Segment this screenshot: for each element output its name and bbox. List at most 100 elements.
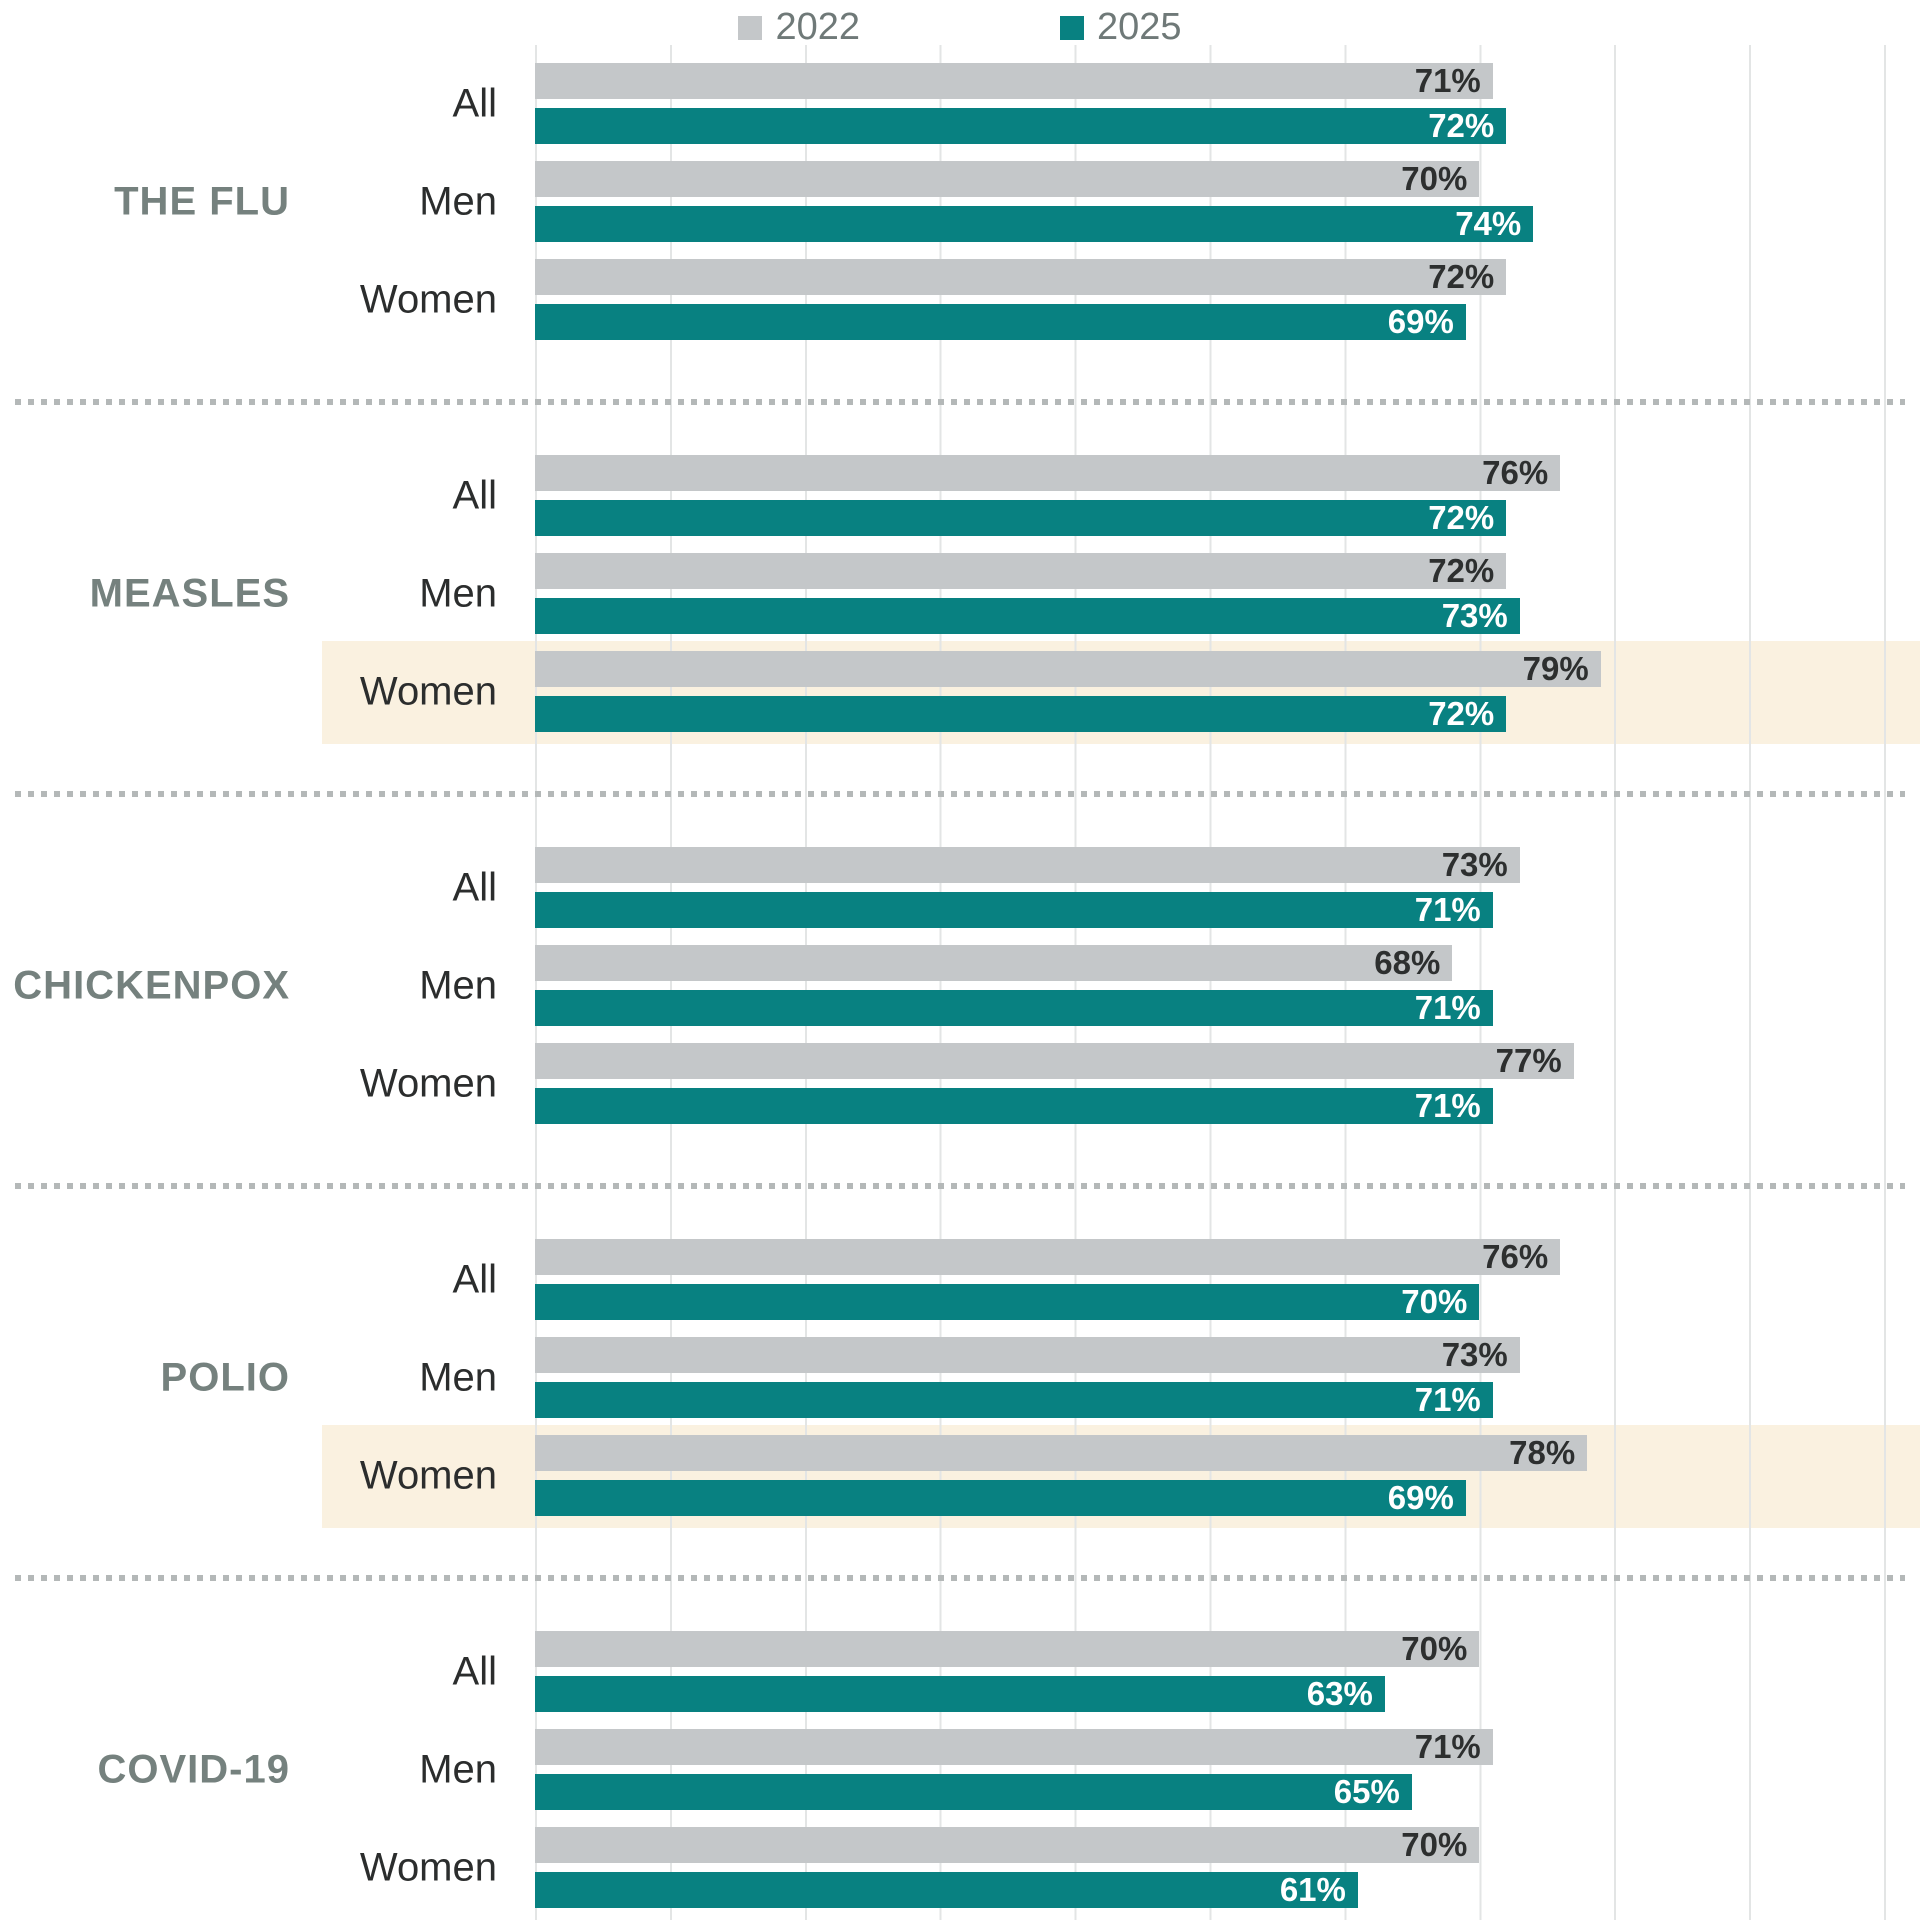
chart-section: CHICKENPOX All 73% 71% Men 68% 71% Women 77% 71% [0,846,1920,1124]
bar-value-label: 72% [1428,499,1495,536]
bar-pair: 73% 71% [535,1336,1884,1418]
bar-value-label: 72% [1428,258,1495,295]
legend-item-2022: 2022 [738,6,860,49]
bar-2025: 61% [535,1871,1358,1908]
bar-value-label: 70% [1401,160,1468,197]
bar-2025: 71% [535,989,1493,1026]
bar-value-label: 69% [1387,303,1454,340]
bar-2025: 72% [535,107,1507,144]
bar-track: 61% [535,1871,1884,1908]
row-label: Women [359,1453,497,1497]
bar-value-label: 78% [1509,1434,1576,1471]
chart-sections: THE FLU All 71% 72% Men 70% 74% Women 72% 69% MEAS… [0,62,1920,1908]
row-group: Men 73% 71% [0,1336,1920,1418]
row-group: All 76% 72% [0,454,1920,536]
bar-track: 73% [535,1336,1884,1373]
bar-track: 72% [535,695,1884,732]
row-group: Women 77% 71% [0,1042,1920,1124]
bar-track: 68% [535,944,1884,981]
row-label: Men [419,571,497,615]
bar-value-label: 69% [1387,1479,1454,1516]
bar-value-label: 72% [1428,107,1495,144]
bar-track: 70% [535,1283,1884,1320]
bar-track: 70% [535,1826,1884,1863]
bar-2025: 71% [535,891,1493,928]
legend: 2022 2025 [0,6,1920,49]
bar-2025: 72% [535,695,1507,732]
row-label: Women [359,1061,497,1105]
bar-track: 76% [535,454,1884,491]
bar-pair: 78% 69% [535,1434,1884,1516]
bar-value-label: 73% [1441,1336,1508,1373]
bar-2025: 70% [535,1283,1480,1320]
bar-pair: 70% 63% [535,1630,1884,1712]
legend-label-2025: 2025 [1097,6,1182,48]
row-group: Men 71% 65% [0,1728,1920,1810]
bar-value-label: 70% [1401,1630,1468,1667]
legend-swatch-2025 [1060,15,1084,40]
bar-track: 70% [535,160,1884,197]
bar-value-label: 71% [1414,1728,1481,1765]
bar-value-label: 71% [1414,1087,1481,1124]
bar-value-label: 71% [1414,989,1481,1026]
section-label: THE FLU [114,179,290,223]
bar-track: 72% [535,552,1884,589]
bar-2025: 71% [535,1087,1493,1124]
bar-track: 77% [535,1042,1884,1079]
bar-value-label: 71% [1414,1381,1481,1418]
row-group: All 73% 71% [0,846,1920,928]
row-label: Women [359,1845,497,1889]
chart-section: THE FLU All 71% 72% Men 70% 74% Women 72% 69% [0,62,1920,340]
bar-track: 73% [535,846,1884,883]
bar-track: 71% [535,1381,1884,1418]
bar-2022: 72% [535,258,1507,295]
bar-2022: 79% [535,650,1601,687]
bar-value-label: 72% [1428,695,1495,732]
row-label: All [452,81,497,125]
bar-track: 71% [535,62,1884,99]
bar-2025: 74% [535,205,1534,242]
bar-value-label: 71% [1414,891,1481,928]
bar-2025: 65% [535,1773,1412,1810]
bar-value-label: 71% [1414,62,1481,99]
bar-2022: 77% [535,1042,1574,1079]
bar-track: 78% [535,1434,1884,1471]
bar-value-label: 65% [1333,1773,1400,1810]
gridlines [535,45,1886,1920]
bar-track: 72% [535,258,1884,295]
section-label: COVID-19 [97,1747,290,1791]
bar-track: 74% [535,205,1884,242]
bar-value-label: 68% [1374,944,1441,981]
bar-pair: 70% 74% [535,160,1884,242]
bar-value-label: 70% [1401,1826,1468,1863]
bar-value-label: 73% [1441,597,1508,634]
bar-2022: 78% [535,1434,1588,1471]
chart-section: COVID-19 All 70% 63% Men 71% 65% Women 70% 61% [0,1630,1920,1908]
bar-2025: 69% [535,1479,1466,1516]
bar-2025: 69% [535,303,1466,340]
bar-value-label: 72% [1428,552,1495,589]
bar-track: 71% [535,1728,1884,1765]
bar-pair: 77% 71% [535,1042,1884,1124]
bar-pair: 73% 71% [535,846,1884,928]
bar-2022: 70% [535,1826,1480,1863]
row-group: Men 68% 71% [0,944,1920,1026]
section-label: MEASLES [89,571,290,615]
bar-2022: 70% [535,1630,1480,1667]
bar-pair: 72% 73% [535,552,1884,634]
chart-section: POLIO All 76% 70% Men 73% 71% Women 78% 69% [0,1238,1920,1516]
bar-value-label: 76% [1482,1238,1549,1275]
row-label: Men [419,963,497,1007]
bar-2022: 76% [535,454,1561,491]
bar-value-label: 63% [1306,1675,1373,1712]
bar-track: 76% [535,1238,1884,1275]
bar-track: 65% [535,1773,1884,1810]
row-group: Women 72% 69% [0,258,1920,340]
bar-track: 69% [535,303,1884,340]
bar-2022: 76% [535,1238,1561,1275]
bar-track: 72% [535,107,1884,144]
bar-pair: 79% 72% [535,650,1884,732]
bar-2025: 72% [535,499,1507,536]
section-divider [15,399,1905,405]
